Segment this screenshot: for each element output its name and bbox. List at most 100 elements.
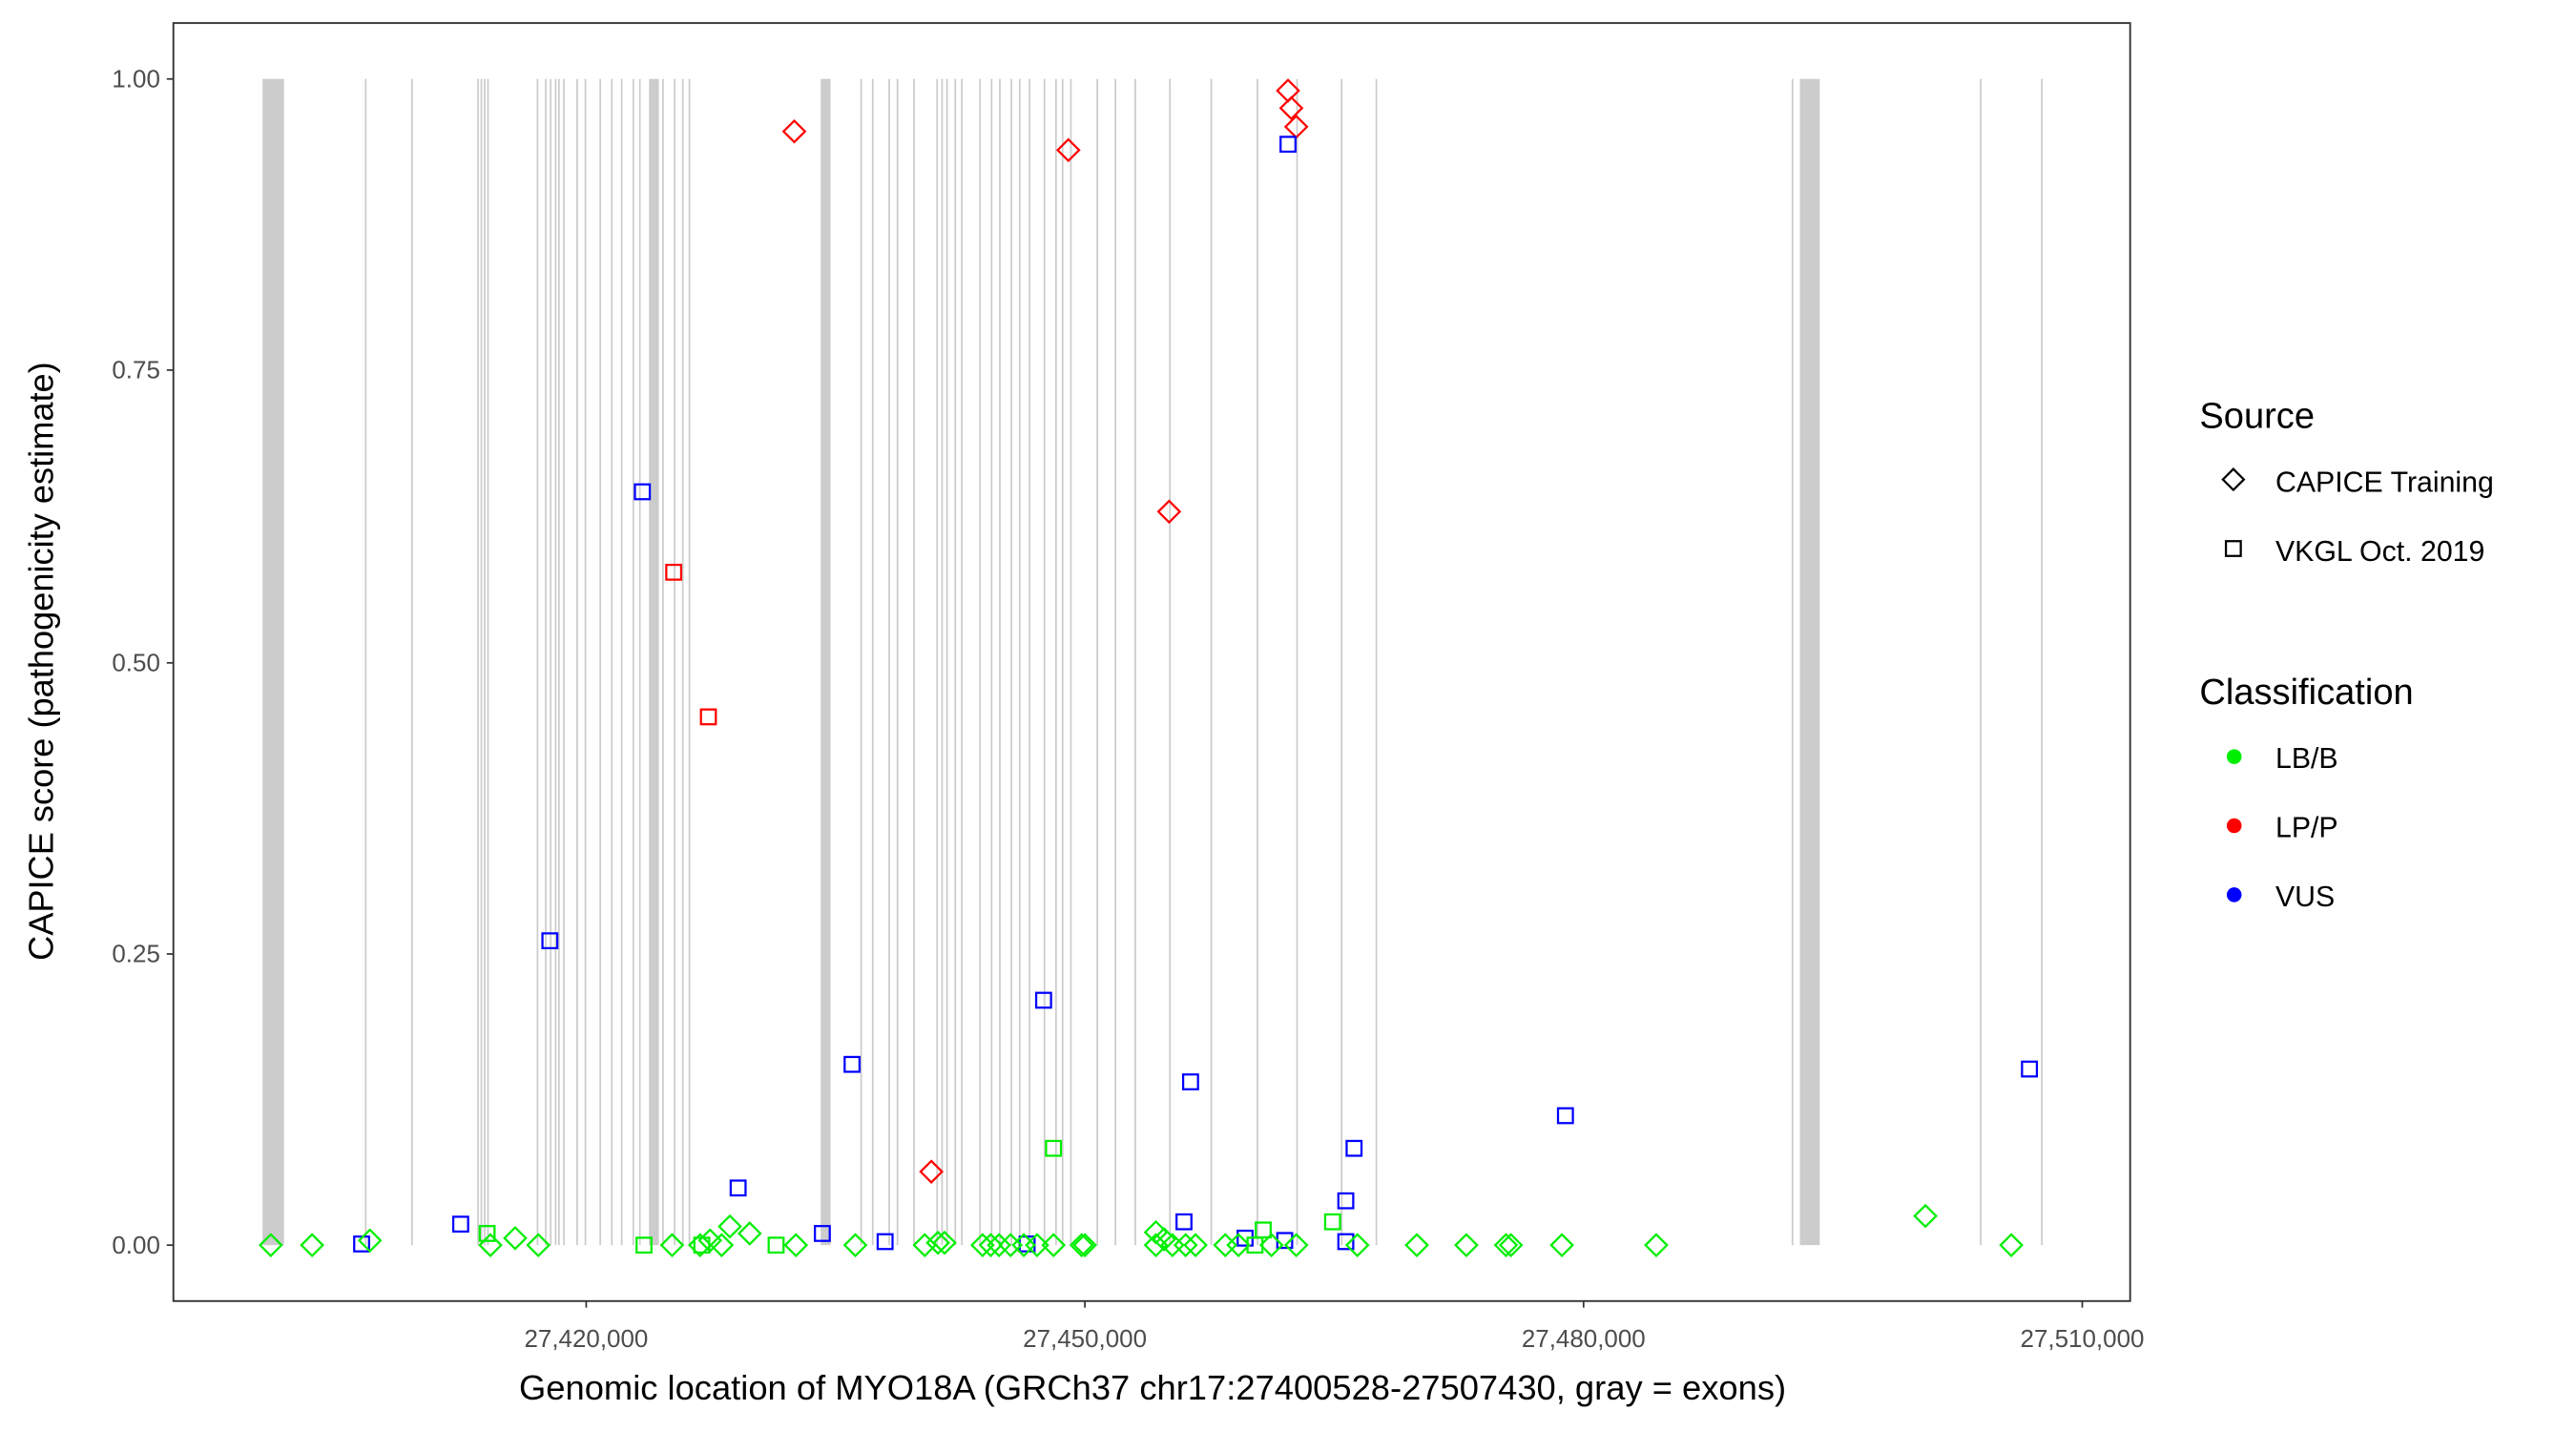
point-diamond [1173, 1233, 1198, 1257]
exon-band [584, 78, 587, 1246]
exon-band [554, 78, 557, 1246]
point-square [1345, 1139, 1363, 1157]
exon-band [871, 78, 874, 1246]
exon-band [1375, 78, 1378, 1246]
point-square [451, 1215, 469, 1234]
point-diamond [1041, 1233, 1067, 1257]
exon-band [1980, 78, 1982, 1246]
point-square [1034, 991, 1052, 1009]
exon-band [410, 78, 413, 1246]
exon-band [896, 78, 899, 1246]
legend-label: VKGL Oct. 2019 [2275, 536, 2484, 568]
point-square [1279, 135, 1297, 154]
exon-band [2041, 78, 2044, 1246]
exon-band [545, 78, 547, 1246]
point-diamond [1913, 1203, 1938, 1229]
point-diamond [1498, 1233, 1524, 1257]
point-diamond [1143, 1219, 1169, 1245]
exon-band [1257, 78, 1258, 1246]
exon-band [611, 78, 613, 1246]
point-diamond [1011, 1233, 1036, 1257]
x-axis: 27,420,000 27,450,000 27,480,000 27,510,… [524, 1300, 2145, 1353]
legend-label: LP/P [2275, 813, 2338, 844]
point-square [1175, 1213, 1193, 1231]
legend-key-square [2224, 540, 2242, 557]
exon-band [979, 78, 982, 1246]
point-diamond [687, 1233, 713, 1257]
y-tick-label: 0.25 [112, 942, 160, 968]
exon-band [681, 78, 684, 1246]
legend-label: CAPICE Training [2275, 467, 2494, 499]
point-diamond [1276, 78, 1300, 103]
point-diamond [978, 1233, 1004, 1257]
exon-band [262, 78, 284, 1246]
legend-key-diamond [2221, 467, 2246, 492]
y-tick-label: 1.00 [112, 66, 160, 93]
exon-band [1114, 78, 1117, 1246]
point-square [1045, 1139, 1063, 1157]
point-square [1556, 1107, 1574, 1125]
point-diamond [1493, 1233, 1519, 1257]
point-diamond [987, 1233, 1011, 1257]
x-tick-label: 27,510,000 [2021, 1326, 2145, 1353]
exon-band [1043, 78, 1046, 1246]
exon-band [945, 78, 948, 1246]
point-diamond [1072, 1233, 1097, 1257]
point-square [2021, 1060, 2039, 1078]
exon-band [999, 78, 1001, 1246]
point-diamond [1644, 1233, 1669, 1257]
exon-band [674, 78, 675, 1246]
point-square [767, 1236, 785, 1255]
x-axis-title: Genomic location of MYO18A (GRCh37 chr17… [519, 1368, 1786, 1407]
point-square [541, 932, 559, 950]
point-diamond [781, 118, 807, 144]
exon-band [536, 78, 539, 1246]
point-diamond [1278, 95, 1304, 121]
point-diamond [1069, 1233, 1094, 1257]
point-square [1181, 1073, 1199, 1090]
exon-band [1018, 78, 1021, 1246]
legend-key-lpp [2226, 818, 2242, 834]
point-square [876, 1233, 894, 1251]
point-square [634, 483, 652, 501]
point-diamond [1344, 1233, 1370, 1257]
point-diamond [932, 1230, 957, 1255]
exon-band [1134, 78, 1136, 1246]
exon-band [557, 78, 560, 1246]
x-tick-label: 27,450,000 [1023, 1326, 1147, 1353]
point-diamond [842, 1233, 868, 1257]
point-diamond [737, 1221, 762, 1246]
exon-band [620, 78, 623, 1246]
point-diamond [1454, 1233, 1479, 1257]
exon-band [990, 78, 993, 1246]
legend-label: VUS [2275, 881, 2335, 913]
y-axis: 0.00 0.25 0.50 0.75 1.00 [112, 66, 174, 1259]
exon-band [821, 78, 831, 1246]
plot-panel-border [172, 22, 2131, 1302]
exon-band [1210, 78, 1213, 1246]
y-axis-title: CAPICE score (pathogenicity estimate) [21, 362, 60, 961]
legend-title-source: Source [2199, 396, 2315, 436]
point-square [1323, 1213, 1341, 1231]
exon-band [936, 78, 939, 1246]
exon-band [662, 78, 664, 1246]
point-square [635, 1236, 653, 1255]
exon-band [477, 78, 479, 1246]
point-diamond [503, 1226, 528, 1251]
point-diamond [783, 1233, 809, 1257]
legend-title-classification: Classification [2199, 673, 2413, 713]
point-diamond [717, 1213, 742, 1239]
exon-band [1010, 78, 1012, 1246]
y-tick-label: 0.75 [112, 358, 160, 384]
exon-band [599, 78, 602, 1246]
exon-band [632, 78, 634, 1246]
exon-band [688, 78, 691, 1246]
exon-band [364, 78, 367, 1246]
point-diamond [912, 1233, 938, 1257]
legend: Source CAPICE Training VKGL Oct. 2019 Cl… [2199, 396, 2493, 913]
point-diamond [1183, 1233, 1208, 1257]
exon-band [961, 78, 964, 1246]
point-diamond [1156, 499, 1182, 525]
y-tick-label: 0.00 [112, 1233, 160, 1259]
exon-band [1070, 78, 1072, 1246]
